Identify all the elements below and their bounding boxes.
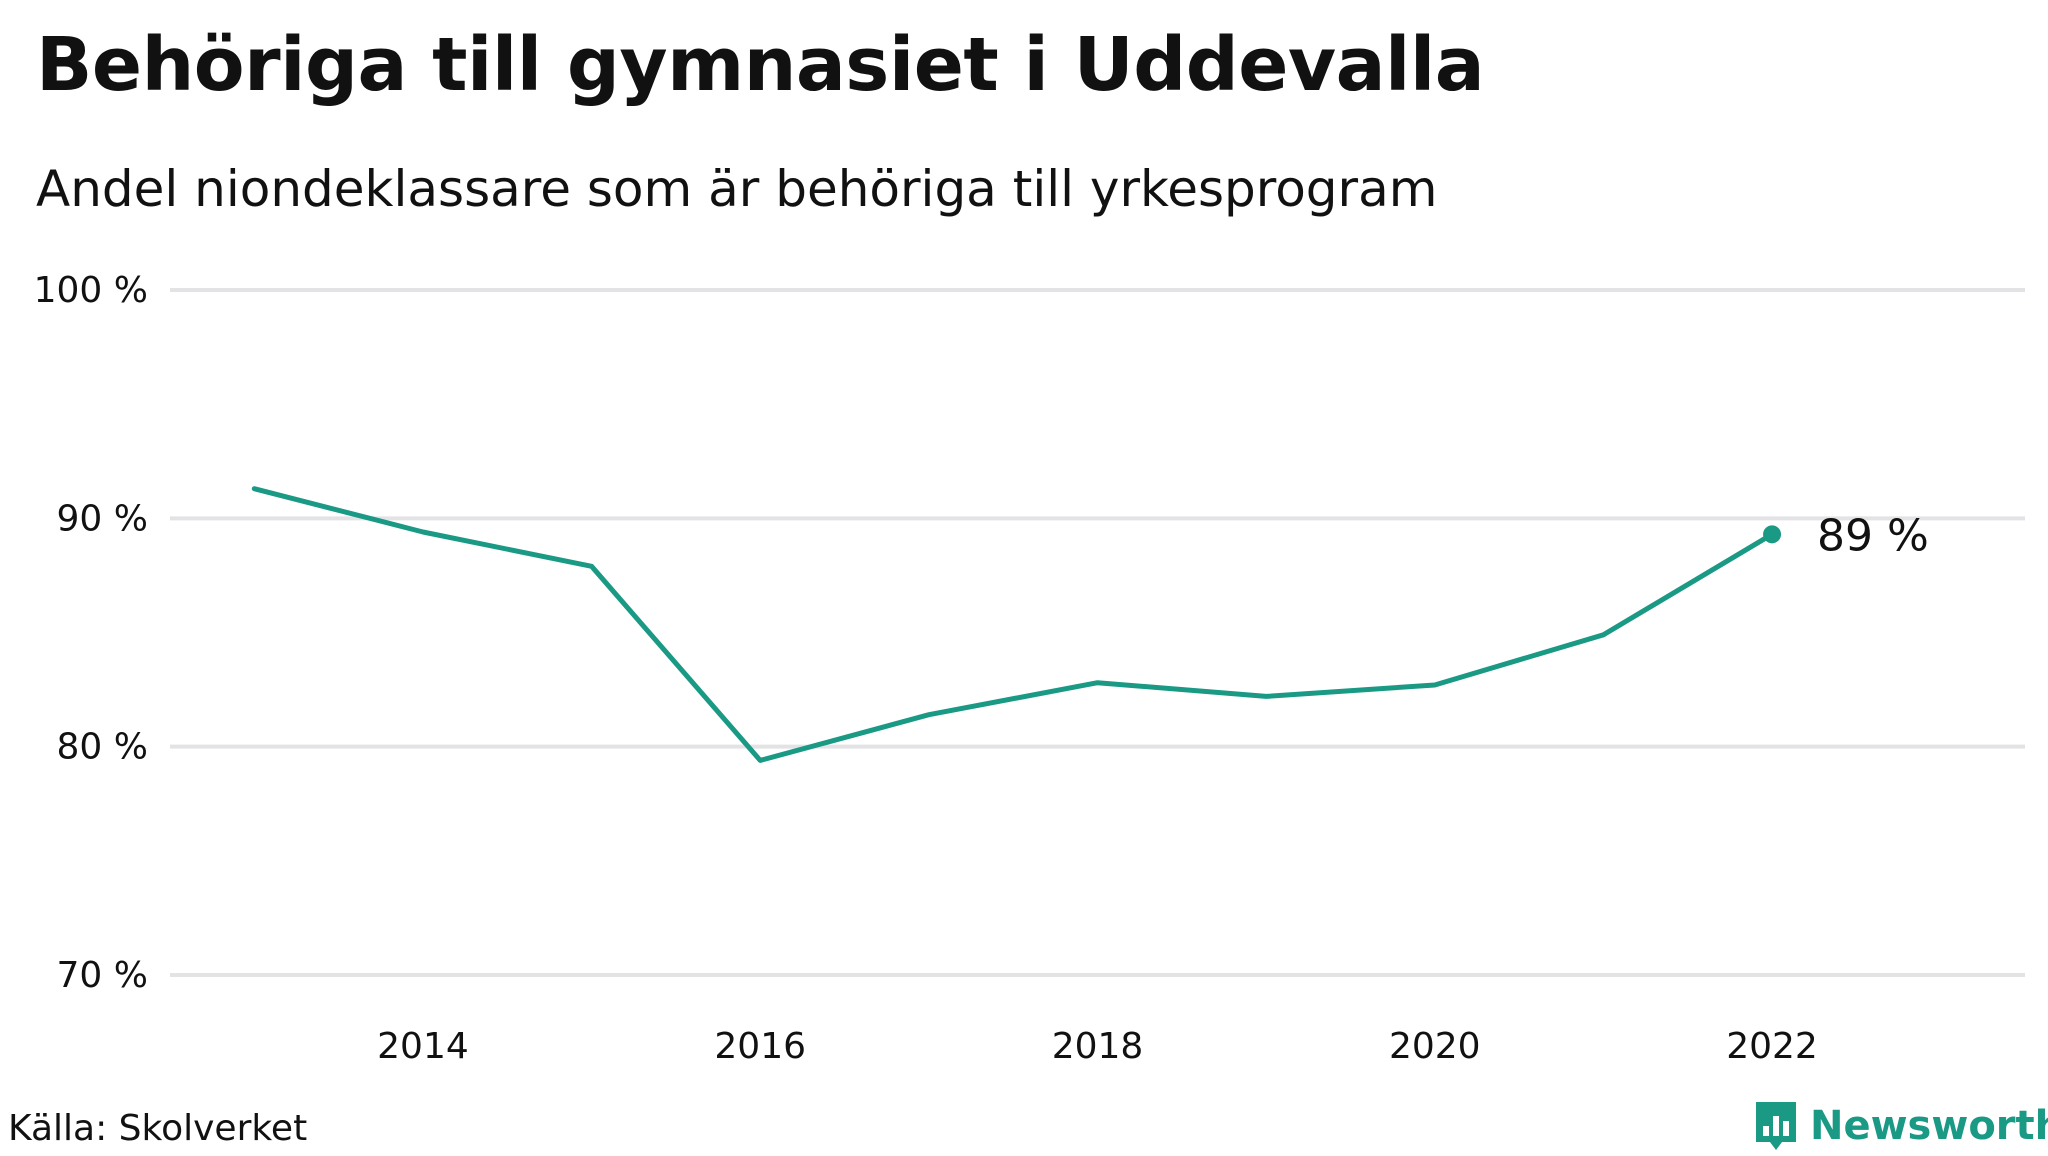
y-tick-label: 80 % xyxy=(57,727,148,768)
x-tick-label: 2018 xyxy=(1052,1026,1144,1067)
series-line xyxy=(251,486,1775,763)
y-tick-label: 100 % xyxy=(34,270,148,311)
x-tick-label: 2020 xyxy=(1389,1026,1481,1067)
end-value-label: 89 % xyxy=(1817,510,1929,561)
source-note: Källa: Skolverket xyxy=(8,1108,308,1149)
y-tick-label: 90 % xyxy=(57,498,148,539)
x-tick-label: 2014 xyxy=(377,1026,469,1067)
x-tick-label: 2016 xyxy=(714,1026,806,1067)
newsworthy-logo-icon xyxy=(1756,1102,1796,1150)
brand-logo: Newsworthy xyxy=(1752,1096,2048,1156)
x-tick-label: 2022 xyxy=(1726,1026,1818,1067)
end-point-marker xyxy=(1763,525,1782,544)
y-tick-label: 70 % xyxy=(57,955,148,996)
chart-subtitle: Andel niondeklassare som är behöriga til… xyxy=(36,160,1438,218)
chart-title: Behöriga till gymnasiet i Uddevalla xyxy=(36,22,1485,108)
brand-name: Newsworthy xyxy=(1810,1103,2048,1149)
